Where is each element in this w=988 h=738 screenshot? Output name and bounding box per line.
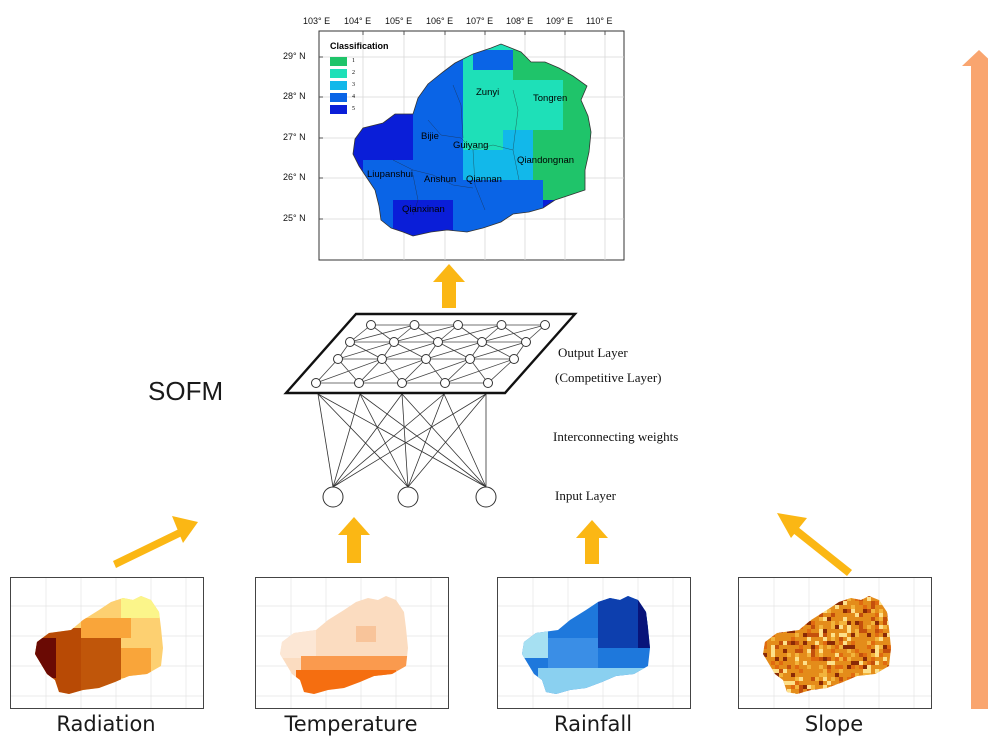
prefecture-boundaries xyxy=(392,84,520,216)
city-qiannan: Qiannan xyxy=(466,174,502,185)
output-node xyxy=(509,354,519,364)
lon-label-105: 105° E xyxy=(385,16,413,26)
slope-map xyxy=(739,578,931,708)
legend-label-4: 4 xyxy=(352,94,355,100)
city-tongren: Tongren xyxy=(533,93,568,104)
output-node xyxy=(366,320,376,330)
input-node-3 xyxy=(475,486,497,508)
temperature-map xyxy=(256,578,448,708)
output-node xyxy=(465,354,475,364)
city-liupanshui: Liupanshui xyxy=(367,169,413,180)
output-node xyxy=(333,354,343,364)
classification-map-canvas xyxy=(318,30,625,261)
label-slope: Slope xyxy=(804,712,864,736)
label-radiation: Radiation xyxy=(56,712,156,736)
output-node xyxy=(477,337,487,347)
output-node xyxy=(433,337,443,347)
lon-label-108: 108° E xyxy=(506,16,534,26)
output-node xyxy=(440,378,450,388)
panel-slope xyxy=(738,577,932,709)
lon-label-103: 103° E xyxy=(303,16,331,26)
interconnecting-weights-lines xyxy=(317,393,487,488)
label-rainfall: Rainfall xyxy=(553,712,633,736)
rainfall-map xyxy=(498,578,690,708)
lon-label-104: 104° E xyxy=(344,16,372,26)
lat-label-28: 28° N xyxy=(283,91,306,101)
lon-label-106: 106° E xyxy=(426,16,454,26)
legend-swatches xyxy=(330,57,347,114)
panel-rainfall xyxy=(497,577,691,709)
output-node xyxy=(496,320,507,330)
output-node xyxy=(345,337,355,347)
city-anshun: Anshun xyxy=(424,174,457,185)
map-ticks xyxy=(319,31,606,220)
label-temperature: Temperature xyxy=(284,712,418,736)
sofm-title: SOFM xyxy=(148,376,224,406)
legend-label-5: 5 xyxy=(352,106,355,112)
output-nodes xyxy=(311,320,550,388)
input-node-1 xyxy=(322,486,344,508)
output-node xyxy=(389,337,399,347)
input-layer-label: Input Layer xyxy=(555,488,617,503)
competitive-layer-label: (Competitive Layer) xyxy=(555,370,662,385)
arrow-temperature xyxy=(338,517,370,563)
weights-label: Interconnecting weights xyxy=(553,429,679,444)
output-node xyxy=(377,354,387,364)
lat-label-29: 29° N xyxy=(283,51,306,61)
output-layer-label: Output Layer xyxy=(558,345,628,360)
province-outline xyxy=(352,43,592,237)
input-node-2 xyxy=(397,486,419,508)
legend-label-3: 3 xyxy=(352,82,355,88)
output-node xyxy=(311,378,321,388)
panel-radiation xyxy=(10,577,204,709)
arrow-radiation xyxy=(113,516,198,568)
lat-label-26: 26° N xyxy=(283,172,306,182)
city-zunyi: Zunyi xyxy=(476,87,500,98)
panel-temperature xyxy=(255,577,449,709)
output-node xyxy=(409,320,420,330)
output-node xyxy=(397,378,407,388)
output-node xyxy=(483,378,493,388)
output-node xyxy=(540,320,550,330)
legend-label-1: 1 xyxy=(352,58,355,64)
arrow-rainfall xyxy=(576,520,608,564)
side-arrow xyxy=(962,50,988,709)
lon-label-107: 107° E xyxy=(466,16,494,26)
city-qiandongnan: Qiandongnan xyxy=(517,155,575,166)
output-node xyxy=(521,337,531,347)
city-bijie: Bijie xyxy=(421,131,439,142)
legend-label-2: 2 xyxy=(352,70,355,76)
radiation-map xyxy=(11,578,203,708)
arrow-slope xyxy=(777,513,852,576)
lon-label-109: 109° E xyxy=(546,16,574,26)
classification-map: 103° E 104° E 105° E 106° E 107° E 108° … xyxy=(263,10,643,268)
lon-label-110: 110° E xyxy=(586,16,613,26)
arrow-to-map xyxy=(433,264,465,308)
legend-title: Classification xyxy=(330,41,389,51)
output-node xyxy=(421,354,431,364)
city-guiyang: Guiyang xyxy=(453,140,489,151)
input-arrows xyxy=(113,513,852,576)
output-node xyxy=(354,378,364,388)
output-layer-plane xyxy=(283,312,578,395)
lat-label-27: 27° N xyxy=(283,132,306,142)
city-qianxinan: Qianxinan xyxy=(402,204,445,215)
lat-label-25: 25° N xyxy=(283,213,306,223)
output-node xyxy=(453,320,463,330)
